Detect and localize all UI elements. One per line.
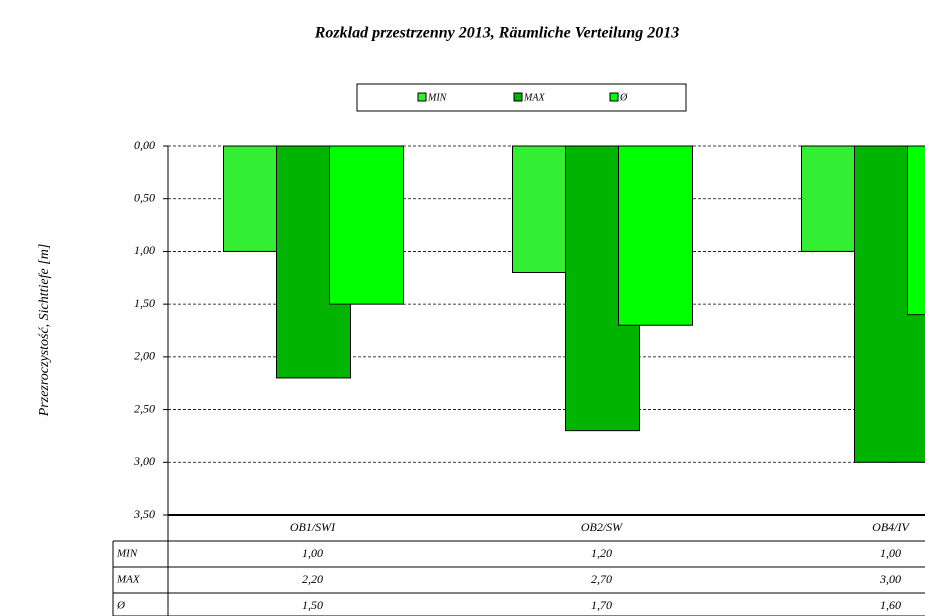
legend-swatch [609, 92, 619, 102]
y-tick-label: 3,50 [133, 507, 155, 521]
y-tick-label: 3,00 [133, 454, 155, 468]
y-tick-label: 2,50 [134, 401, 155, 415]
bar [618, 145, 693, 326]
table-value: 1,00 [880, 546, 901, 560]
table-value: 1,60 [880, 598, 901, 612]
chart-title: Rozklad przestrzenny 2013, Räumliche Ver… [314, 25, 680, 42]
y-tick-label: 0,50 [134, 190, 155, 204]
table-value: 1,50 [302, 598, 323, 612]
legend-label: MIN [427, 92, 448, 103]
y-tick-label: 1,50 [134, 296, 155, 310]
y-axis-label: Przezroczystość, Sichttiefe [m] [37, 244, 52, 418]
table-value: 1,00 [302, 546, 323, 560]
legend-label: MAX [523, 92, 545, 103]
x-tick-label: OB2/SW [581, 520, 623, 534]
table-value: 1,70 [591, 598, 612, 612]
table-value: 3,00 [879, 572, 901, 586]
legend-label: Ø [619, 92, 628, 103]
table-value: 1,20 [591, 546, 612, 560]
y-tick-label: 1,00 [134, 243, 155, 257]
y-tick-label: 2,00 [134, 349, 155, 363]
x-tick-label: OB4/IV [872, 520, 910, 534]
table-value: 2,20 [302, 572, 323, 586]
table-value: 2,70 [591, 572, 612, 586]
legend-swatch [417, 92, 427, 102]
x-tick-label: OB1/SWI [290, 520, 336, 534]
bar [907, 145, 925, 316]
bar [329, 145, 404, 305]
y-tick-label: 0,00 [134, 138, 155, 152]
table-row-label: MAX [116, 574, 141, 586]
legend-swatch [513, 92, 523, 102]
table-row-label: Ø [116, 600, 126, 612]
table-row-label: MIN [116, 548, 138, 560]
